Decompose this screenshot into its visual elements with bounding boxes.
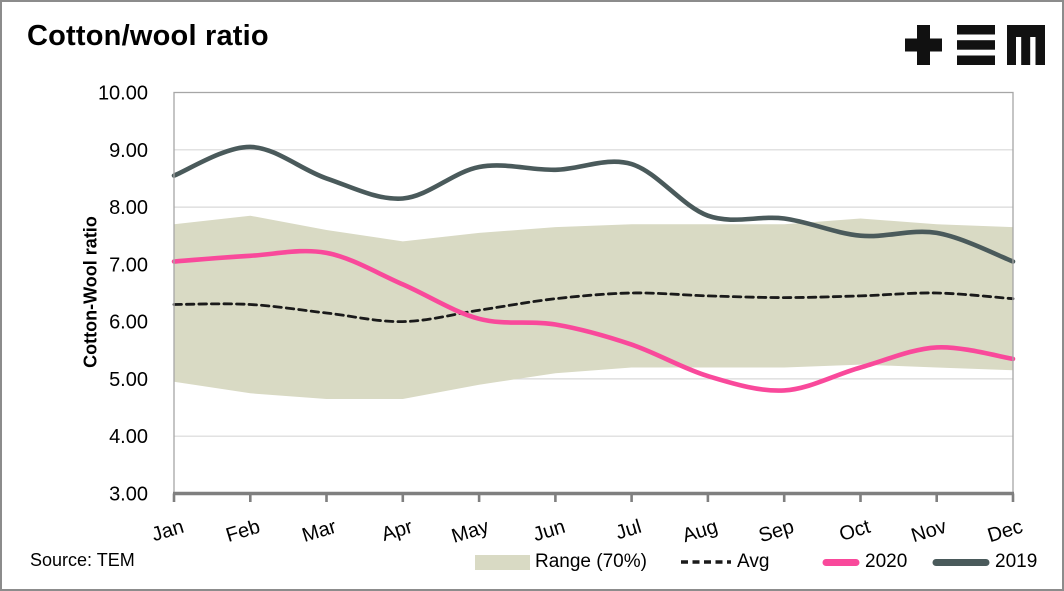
y-tick-label: 9.00 <box>109 140 148 162</box>
source-note: Source: TEM <box>30 550 135 570</box>
legend-item-avg: Avg <box>680 551 770 572</box>
legend-item-2019: 2019 <box>932 551 1038 572</box>
y-tick-label: 5.00 <box>109 369 148 391</box>
logo-m <box>1007 25 1045 65</box>
x-tick-label: Mar <box>300 516 340 547</box>
x-tick-label: Jun <box>531 516 568 546</box>
y-tick-label: 7.00 <box>109 254 148 276</box>
x-tick-label: Dec <box>985 516 1025 547</box>
logo-bar-middle <box>957 40 995 50</box>
x-tick-label: Aug <box>680 516 720 547</box>
legend-label-range: Range (70%) <box>535 551 647 572</box>
x-tick-label: Sep <box>756 516 796 547</box>
y-tick-label: 10.00 <box>98 83 148 105</box>
x-tick-label: Nov <box>909 516 949 547</box>
tem-logo <box>905 25 1045 65</box>
logo-bar-bottom <box>957 55 995 65</box>
x-tick-label: Apr <box>379 516 416 546</box>
legend-swatch-range-icon <box>475 554 530 570</box>
x-tick-label: Oct <box>837 516 874 546</box>
legend-line-2020-icon <box>822 558 860 566</box>
series-2019-line <box>171 144 1016 264</box>
legend-dashed-line-icon <box>681 560 731 564</box>
y-tick-label: 4.00 <box>109 426 148 448</box>
y-tick-label: 8.00 <box>109 197 148 219</box>
legend-line-2019-icon <box>932 558 990 566</box>
x-tick-label: May <box>449 516 492 548</box>
y-tick-label: 6.00 <box>109 312 148 334</box>
x-tick-label: Feb <box>223 516 262 547</box>
legend-label-2020: 2020 <box>865 551 908 572</box>
chart-title: Cotton/wool ratio <box>27 20 269 52</box>
y-tick-label: 3.00 <box>109 484 148 506</box>
legend-label-avg: Avg <box>737 551 770 572</box>
series-2020-line <box>171 248 1016 393</box>
x-tick-label: Jan <box>149 516 186 546</box>
legend-item-range: Range (70%) <box>475 551 647 572</box>
legend-item-2020: 2020 <box>822 551 908 572</box>
logo-bar-top <box>957 25 995 35</box>
series-range-band <box>174 215 1013 399</box>
x-tick-label: Jul <box>613 516 644 545</box>
legend-label-2019: 2019 <box>995 551 1038 572</box>
series-avg-line <box>172 291 1015 324</box>
logo-plus-horizontal <box>905 38 942 52</box>
